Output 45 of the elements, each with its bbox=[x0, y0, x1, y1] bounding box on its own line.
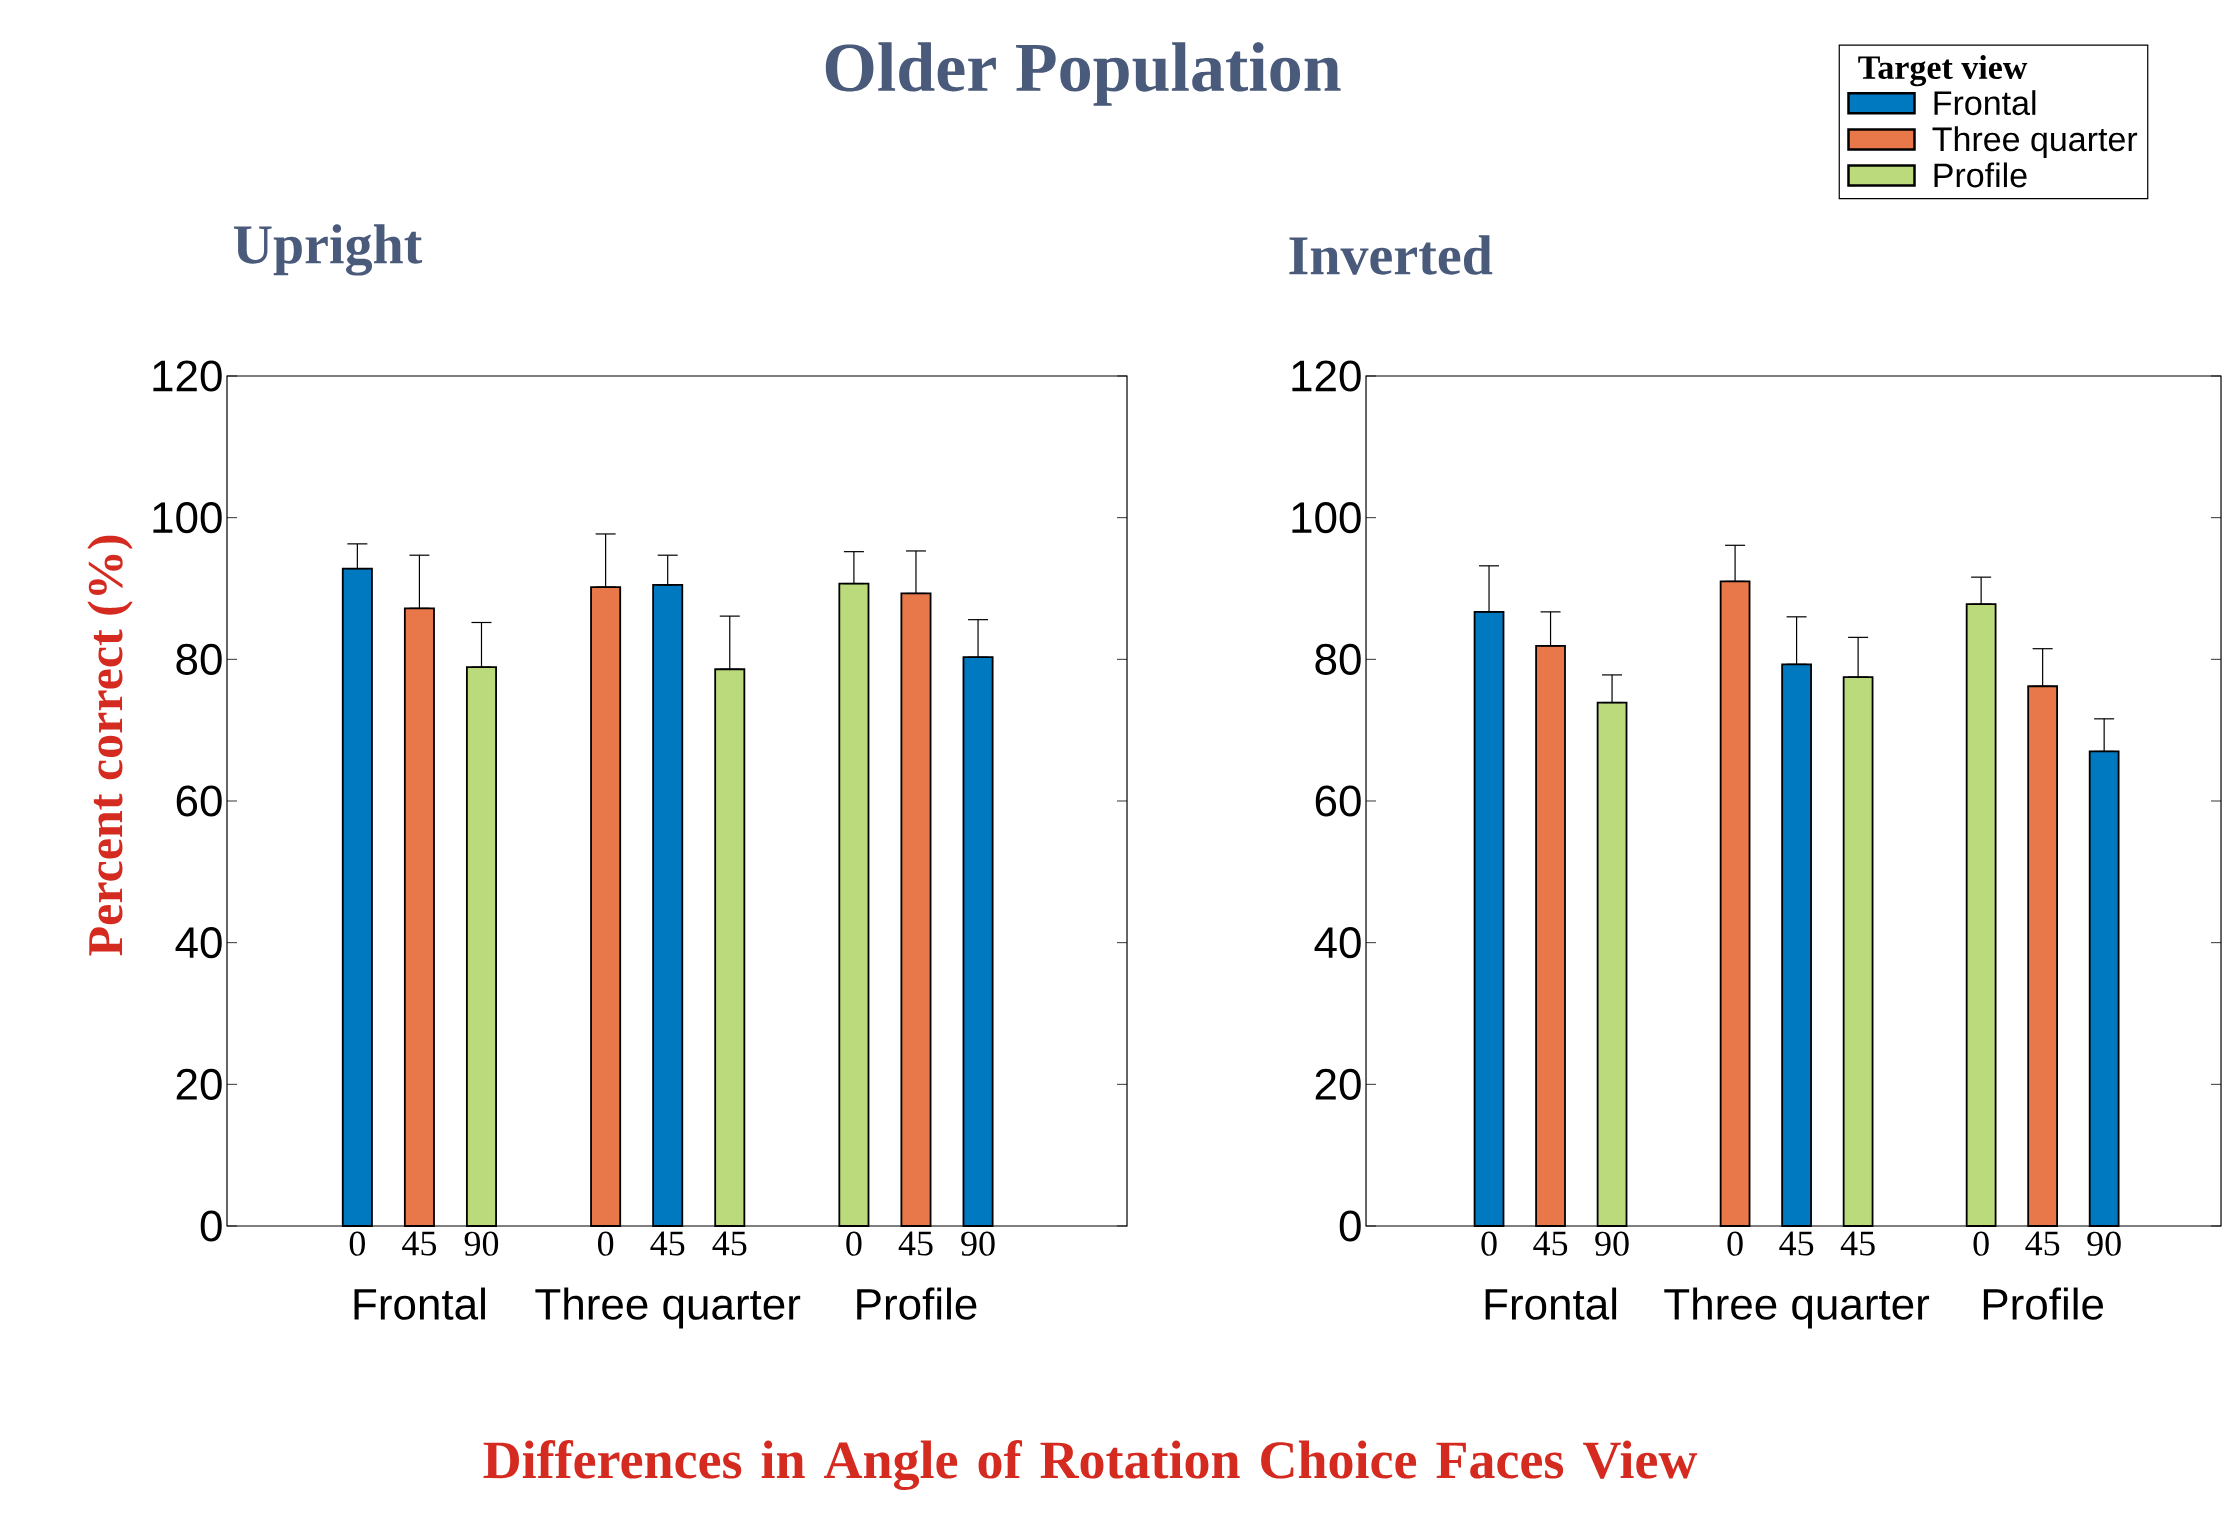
x-axis-title: Differences in Angle of Rotation Choice Faces View bbox=[483, 1440, 1698, 1490]
text: Three quarter bbox=[535, 1287, 801, 1329]
x-tick-label: 45 bbox=[1779, 1231, 1814, 1256]
legend-label: Three quarter bbox=[1932, 126, 2138, 159]
x-tick-label: 90 bbox=[2087, 1231, 2121, 1256]
chart-subtitle: Upright bbox=[233, 224, 423, 276]
y-tick-label: 120 bbox=[153, 360, 222, 392]
text: Profile bbox=[1983, 1287, 2104, 1320]
legend-title: Target view bbox=[1858, 55, 2028, 87]
y-tick-label: 40 bbox=[1314, 927, 1361, 959]
x-tick-label: 45 bbox=[650, 1231, 685, 1256]
chart-title: Older Population bbox=[825, 42, 1341, 106]
x-tick-label: 90 bbox=[961, 1231, 995, 1256]
x-tick-label: 0 bbox=[349, 1231, 365, 1256]
y-tick-label: 60 bbox=[1315, 785, 1361, 817]
x-tick-label: 0 bbox=[597, 1231, 614, 1256]
x-tick-label: 0 bbox=[1973, 1231, 1989, 1256]
y-tick-label: 60 bbox=[176, 785, 222, 817]
y-tick-label: 120 bbox=[1292, 360, 1361, 392]
x-tick-label: 90 bbox=[1595, 1231, 1629, 1256]
x-tick-label: 45 bbox=[712, 1231, 747, 1256]
y-tick-label: 80 bbox=[1315, 643, 1361, 675]
text: Frontal bbox=[1485, 1287, 1617, 1320]
x-tick-label: 45 bbox=[402, 1231, 437, 1256]
x-tick-label: 90 bbox=[464, 1231, 499, 1256]
text: Three quarter bbox=[1664, 1287, 1930, 1329]
y-tick-label: 100 bbox=[1292, 502, 1361, 534]
text: Frontal bbox=[354, 1287, 485, 1320]
x-tick-label: 0 bbox=[1727, 1231, 1743, 1256]
y-axis-title: Percent correct (%) bbox=[87, 535, 133, 956]
x-tick-label: 0 bbox=[1481, 1231, 1497, 1256]
y-tick-label: 80 bbox=[176, 643, 222, 675]
legend-label: Profile bbox=[1934, 162, 2027, 188]
y-tick-label: 100 bbox=[153, 502, 222, 534]
legend-label: Frontal bbox=[1934, 90, 2036, 116]
y-tick-label: 20 bbox=[176, 1068, 222, 1100]
y-tick-label: 40 bbox=[175, 927, 222, 959]
x-tick-label: 45 bbox=[1840, 1231, 1875, 1256]
y-tick-label: 20 bbox=[1315, 1068, 1361, 1100]
x-tick-label: 0 bbox=[846, 1231, 862, 1256]
x-tick-label: 45 bbox=[2025, 1231, 2060, 1256]
chart-subtitle: Inverted bbox=[1289, 235, 1493, 275]
text: Profile bbox=[857, 1287, 977, 1320]
x-tick-label: 45 bbox=[898, 1231, 933, 1256]
x-tick-label: 45 bbox=[1533, 1231, 1568, 1256]
